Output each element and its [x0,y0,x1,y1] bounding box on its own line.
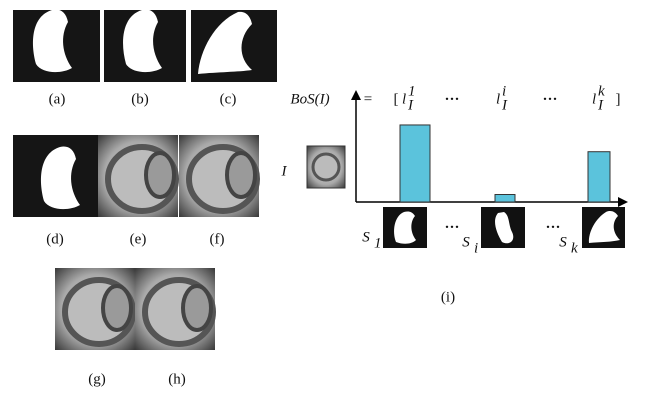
formula-dots: ··· [444,91,459,107]
input-image [307,146,345,188]
figure: (a)(b)(c)(d)(e)(f)(g)(h)(i)BoS(I)=[l1Ili… [0,0,659,395]
shape-label-sub: i [474,240,478,256]
formula-term-sub: I [407,97,414,113]
bar [495,195,515,202]
panel-label: (a) [49,91,66,107]
formula-eq: = [364,91,372,107]
panel-label: (g) [88,371,106,387]
shape-dots: ··· [545,219,560,235]
panel-g-image [55,268,135,350]
formula-term-base: l [592,91,596,107]
panel-b-image [104,10,186,83]
image-label: I [281,163,288,179]
formula-bracket: [ [394,91,399,107]
x-arrow [618,197,628,207]
bar [400,125,430,202]
panel-f-image [179,135,259,217]
shape-label-base: S [559,234,567,250]
shape-thumb-1 [383,207,427,248]
formula-term-sub: I [501,97,508,113]
shape-dots: ··· [444,219,459,235]
shape-label-base: S [462,234,470,250]
shape-thumb-k [582,207,625,248]
panel-label: (b) [131,91,149,107]
panel-e-image [98,135,178,217]
panel-h-image [135,268,215,350]
shape-label-sub: 1 [374,235,382,251]
shape-label-base: S [362,229,370,245]
shape-label-sub: k [571,240,578,256]
panel-label: (i) [441,289,455,305]
panel-a-image [13,10,100,83]
formula-term-base: l [496,91,500,107]
panel-label: (e) [130,231,147,247]
formula-term-sub: I [597,97,604,113]
panel-label: (c) [220,91,237,107]
panel-label: (f) [210,231,225,247]
formula-lhs: BoS(I) [290,91,329,107]
panel-d-image [13,135,98,217]
panel-label: (d) [46,231,64,247]
shape-thumb-i [481,207,525,248]
y-arrow [351,90,361,100]
formula-term-base: l [402,91,406,107]
formula-dots: ··· [542,91,557,107]
panel-label: (h) [168,371,186,387]
formula-bracket: ] [616,91,621,107]
bar [588,152,610,202]
panel-c-image [191,10,277,82]
